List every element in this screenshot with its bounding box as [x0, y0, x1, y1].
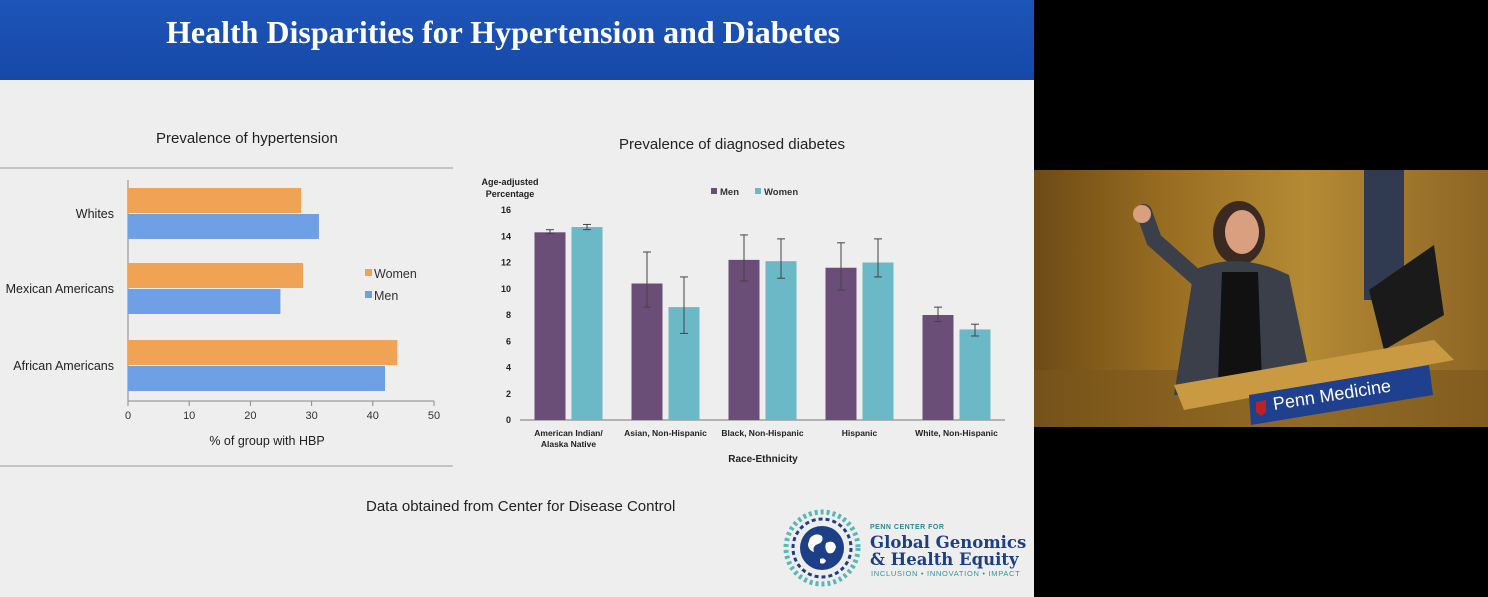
- x-tick-label: 20: [244, 410, 256, 422]
- y-tick-label: 2: [506, 389, 511, 399]
- speaker-at-podium: Penn Medicine: [1034, 170, 1488, 427]
- y-tick-label: 8: [506, 310, 511, 320]
- diabetes-chart: Age-adjusted Percentage 0 2 4 6 8 10 12 14 16 Ameri…: [481, 177, 1005, 465]
- category-label: American Indian/Alaska Native: [534, 428, 603, 449]
- y-tick-label: 16: [501, 205, 511, 215]
- legend-label: Men: [374, 289, 398, 303]
- y-tick-label: 6: [506, 336, 511, 346]
- category-label: Hispanic: [842, 428, 878, 438]
- x-axis-label: % of group with HBP: [209, 434, 324, 448]
- slide: Health Disparities for Hypertension and …: [0, 0, 1034, 597]
- legend-label: Women: [764, 187, 798, 198]
- y-tick-label: 14: [501, 231, 511, 241]
- bar-women: [128, 188, 302, 213]
- category-label: Asian, Non-Hispanic: [624, 428, 707, 438]
- x-tick-label: 10: [183, 410, 195, 422]
- dna-globe-icon: [783, 509, 861, 587]
- y-axis-label-line1: Age-adjusted: [481, 177, 538, 187]
- bar-women: [765, 261, 797, 420]
- legend-swatch-women: [755, 188, 761, 194]
- legend-swatch-women: [365, 269, 372, 276]
- bar-men: [128, 366, 386, 391]
- diabetes-chart-title: Prevalence of diagnosed diabetes: [619, 136, 845, 153]
- y-axis-label-line2: Percentage: [486, 189, 535, 199]
- y-tick-label: 12: [501, 258, 511, 268]
- bar-men: [825, 267, 857, 420]
- data-source-note: Data obtained from Center for Disease Co…: [366, 498, 676, 515]
- bar-men: [922, 315, 954, 420]
- legend-label: Women: [374, 267, 417, 281]
- title-banner: Health Disparities for Hypertension and …: [0, 0, 1034, 80]
- bar-men: [534, 232, 566, 420]
- category-label: African Americans: [13, 359, 114, 373]
- bar-men: [728, 259, 760, 420]
- x-tick-label: 30: [305, 410, 317, 422]
- bar-women: [959, 329, 991, 420]
- hypertension-chart: Whites Mexican Americans African Americans…: [0, 167, 453, 467]
- category-label: White, Non-Hispanic: [915, 428, 998, 438]
- penn-shield-icon: [1256, 400, 1266, 416]
- y-tick-label: 10: [501, 284, 511, 294]
- category-label: Whites: [76, 207, 114, 221]
- legend-swatch-men: [711, 188, 717, 194]
- logo-small-text: PENN CENTER FOR: [870, 524, 945, 531]
- bar-women: [128, 340, 398, 365]
- y-tick-label: 0: [506, 415, 511, 425]
- legend-swatch-men: [365, 291, 372, 298]
- bar-women: [571, 227, 603, 420]
- logo-name-line2: & Health Equity: [870, 550, 1019, 569]
- legend-label: Men: [720, 187, 739, 198]
- x-tick-label: 40: [367, 410, 379, 422]
- bar-women: [862, 262, 894, 420]
- x-tick-label: 50: [428, 410, 440, 422]
- speaker-video: Penn Medicine: [1034, 170, 1488, 427]
- bar-women: [128, 263, 304, 288]
- category-label: Black, Non-Hispanic: [721, 428, 803, 438]
- slide-title: Health Disparities for Hypertension and …: [165, 14, 841, 50]
- x-tick-label: 0: [125, 410, 131, 422]
- bar-men: [128, 289, 281, 314]
- x-axis-label: Race-Ethnicity: [728, 454, 798, 465]
- category-label: Mexican Americans: [6, 282, 114, 296]
- y-tick-label: 4: [506, 363, 511, 373]
- logo-tagline: INCLUSION • INNOVATION • IMPACT: [871, 569, 1021, 578]
- hypertension-chart-title: Prevalence of hypertension: [156, 130, 338, 147]
- bar-men: [128, 214, 319, 239]
- logo-name-line1: Global Genomics: [870, 533, 1027, 552]
